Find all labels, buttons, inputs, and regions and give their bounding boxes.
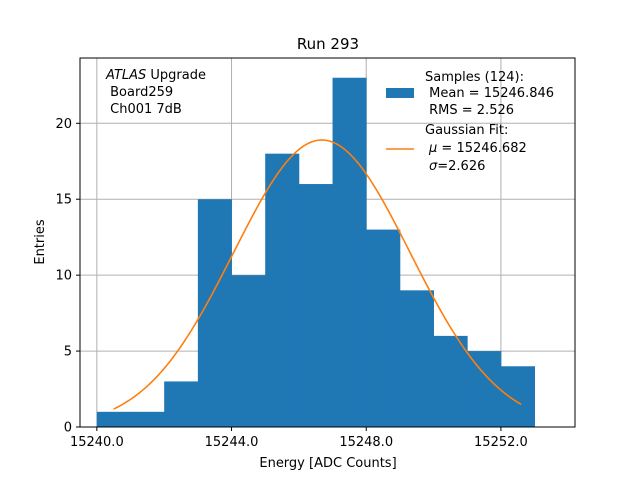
y-tick-label: 10 [55, 269, 72, 284]
histogram-bar [366, 229, 401, 427]
histogram-bar [197, 199, 232, 427]
histogram-bar [130, 411, 165, 427]
legend: Samples (124): Mean = 15246.846 RMS = 2.… [386, 70, 554, 174]
chart-title: Run 293 [297, 35, 359, 53]
annotation-line-1: ATLAS Upgrade [105, 68, 206, 83]
histogram-bar [467, 351, 502, 427]
axis-ticks: 15240.0 15244.0 15248.0 15252.0 0 5 10 15 20 [55, 117, 527, 450]
x-tick-label: 15248.0 [339, 435, 393, 450]
histogram-bar [96, 411, 131, 427]
plot-frame [79, 57, 576, 428]
legend-sigma-symbol: σ [429, 159, 438, 174]
legend-fit-header: Gaussian Fit: [425, 123, 508, 138]
legend-samples-rms: RMS = 2.526 [425, 103, 514, 118]
y-tick-label: 0 [64, 421, 72, 436]
y-tick-label: 20 [55, 117, 72, 132]
legend-mu-value: = 15246.682 [437, 141, 526, 156]
x-tick-label: 15244.0 [205, 435, 259, 450]
legend-samples-mean: Mean = 15246.846 [425, 86, 554, 101]
legend-fit-sigma: σ=2.626 [429, 159, 485, 174]
annotation-channel: Ch001 7dB [106, 102, 182, 117]
y-tick-label: 5 [64, 345, 72, 360]
gaussian-fit-curve [113, 139, 522, 410]
histogram-bar [265, 153, 300, 427]
histogram-bar [433, 335, 468, 427]
histogram-bars [96, 77, 535, 428]
histogram-bar [399, 290, 434, 427]
histogram-bar [231, 275, 266, 427]
atlas-annotation: ATLAS Upgrade Board259 Ch001 7dB [105, 68, 206, 117]
legend-sigma-value: =2.626 [437, 159, 485, 174]
histogram-bar [500, 366, 535, 427]
histogram-bar [164, 381, 199, 427]
y-tick-label: 15 [55, 193, 72, 208]
x-axis-label: Energy [ADC Counts] [259, 456, 396, 471]
y-axis-label: Entries [33, 219, 48, 265]
histogram-bar [332, 77, 367, 428]
legend-fit-mu: μ = 15246.682 [428, 141, 527, 156]
annotation-board: Board259 [106, 85, 173, 100]
annotation-atlas: ATLAS [105, 68, 146, 83]
annotation-upgrade: Upgrade [146, 68, 206, 83]
x-tick-label: 15252.0 [474, 435, 528, 450]
histogram-bar [298, 184, 333, 427]
legend-mu-symbol: μ [428, 141, 437, 156]
legend-samples-header: Samples (124): [425, 70, 524, 85]
x-tick-label: 15240.0 [70, 435, 124, 450]
legend-swatch-samples [386, 88, 414, 98]
